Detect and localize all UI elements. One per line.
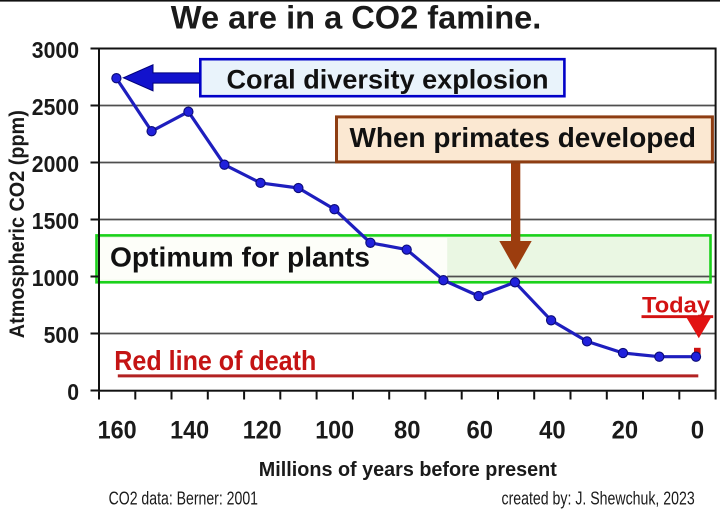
svg-text:0: 0: [67, 379, 79, 405]
svg-text:60: 60: [467, 417, 494, 445]
svg-text:1000: 1000: [32, 265, 79, 291]
svg-text:2500: 2500: [32, 94, 79, 120]
svg-text:Coral diversity explosion: Coral diversity explosion: [227, 64, 549, 94]
svg-text:500: 500: [44, 322, 79, 348]
svg-text:2000: 2000: [32, 151, 79, 177]
svg-text:40: 40: [539, 417, 566, 445]
svg-text:3000: 3000: [32, 37, 79, 63]
svg-text:80: 80: [394, 417, 421, 445]
svg-text:140: 140: [170, 417, 209, 445]
svg-text:Optimum for plants: Optimum for plants: [110, 242, 370, 273]
svg-text:120: 120: [243, 417, 282, 445]
svg-text:Millions of years before prese: Millions of years before present: [259, 459, 557, 481]
svg-text:Today: Today: [642, 292, 711, 317]
svg-text:Red line of death: Red line of death: [114, 345, 316, 376]
svg-text:100: 100: [315, 417, 354, 445]
svg-text:0: 0: [691, 417, 704, 445]
svg-text:20: 20: [612, 417, 639, 445]
svg-text:160: 160: [98, 417, 137, 445]
svg-text:1500: 1500: [32, 208, 79, 234]
svg-text:created by: J. Shewchuk, 2023: created by: J. Shewchuk, 2023: [502, 487, 695, 508]
svg-text:We are in a CO2 famine.: We are in a CO2 famine.: [171, 0, 542, 36]
svg-text:When primates developed: When primates developed: [350, 122, 697, 153]
svg-text:Atmospheric CO2 (ppm): Atmospheric CO2 (ppm): [6, 110, 29, 338]
svg-text:CO2 data: Berner: 2001: CO2 data: Berner: 2001: [109, 487, 258, 508]
